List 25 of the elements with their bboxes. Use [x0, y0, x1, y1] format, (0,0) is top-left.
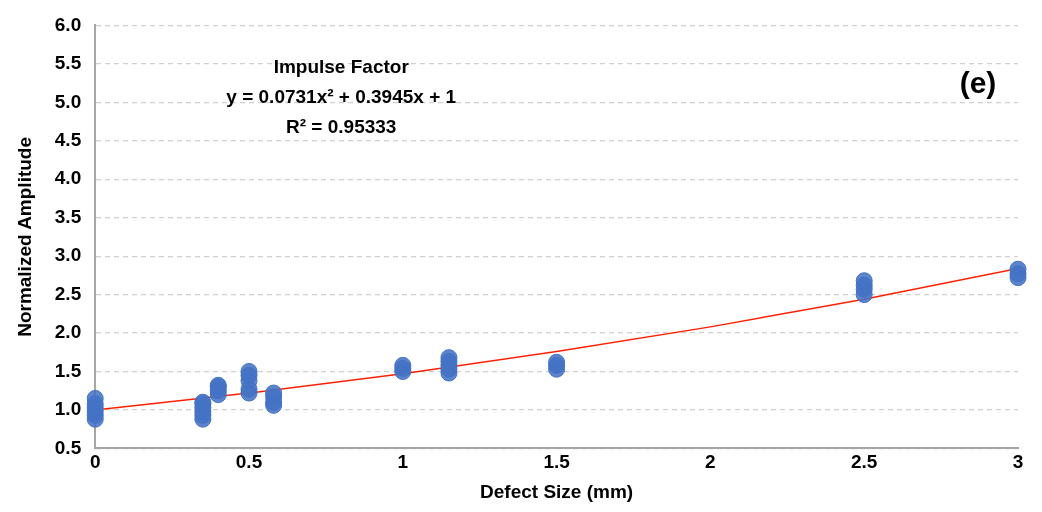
x-tick-label: 2 [705, 451, 716, 473]
y-tick-label: 4.5 [54, 129, 82, 150]
x-tick-label: 0 [89, 451, 101, 473]
annotation: R² = 0.95333 [286, 116, 397, 138]
y-tick-label: 4.0 [54, 167, 82, 189]
x-tick-label: 0.5 [235, 451, 263, 473]
y-tick-label: 0.5 [54, 436, 82, 458]
y-tick-label: 2.0 [54, 321, 82, 343]
y-tick-label: 3.0 [54, 244, 82, 266]
y-tick-label: 1.5 [54, 359, 82, 381]
y-tick-label: 5.5 [54, 52, 82, 74]
y-tick-label: 2.5 [54, 282, 82, 304]
x-tick-label: 1 [397, 451, 409, 473]
y-axis-title: Normalized Amplitude [13, 136, 35, 337]
annotation: y = 0.0731x² + 0.3945x + 1 [226, 86, 457, 108]
x-tick-label: 1.5 [543, 451, 571, 473]
x-tick-label: 2.5 [850, 451, 878, 473]
y-tick-label: 3.5 [54, 205, 82, 227]
annotation: (e) [959, 66, 997, 100]
x-tick-label: 3 [1012, 451, 1024, 473]
y-tick-label: 1.0 [54, 398, 82, 420]
x-axis-title: Defect Size (mm) [480, 480, 634, 502]
y-tick-label: 6.0 [54, 13, 82, 35]
y-tick-label: 5.0 [54, 90, 82, 112]
annotation: Impulse Factor [273, 56, 410, 78]
